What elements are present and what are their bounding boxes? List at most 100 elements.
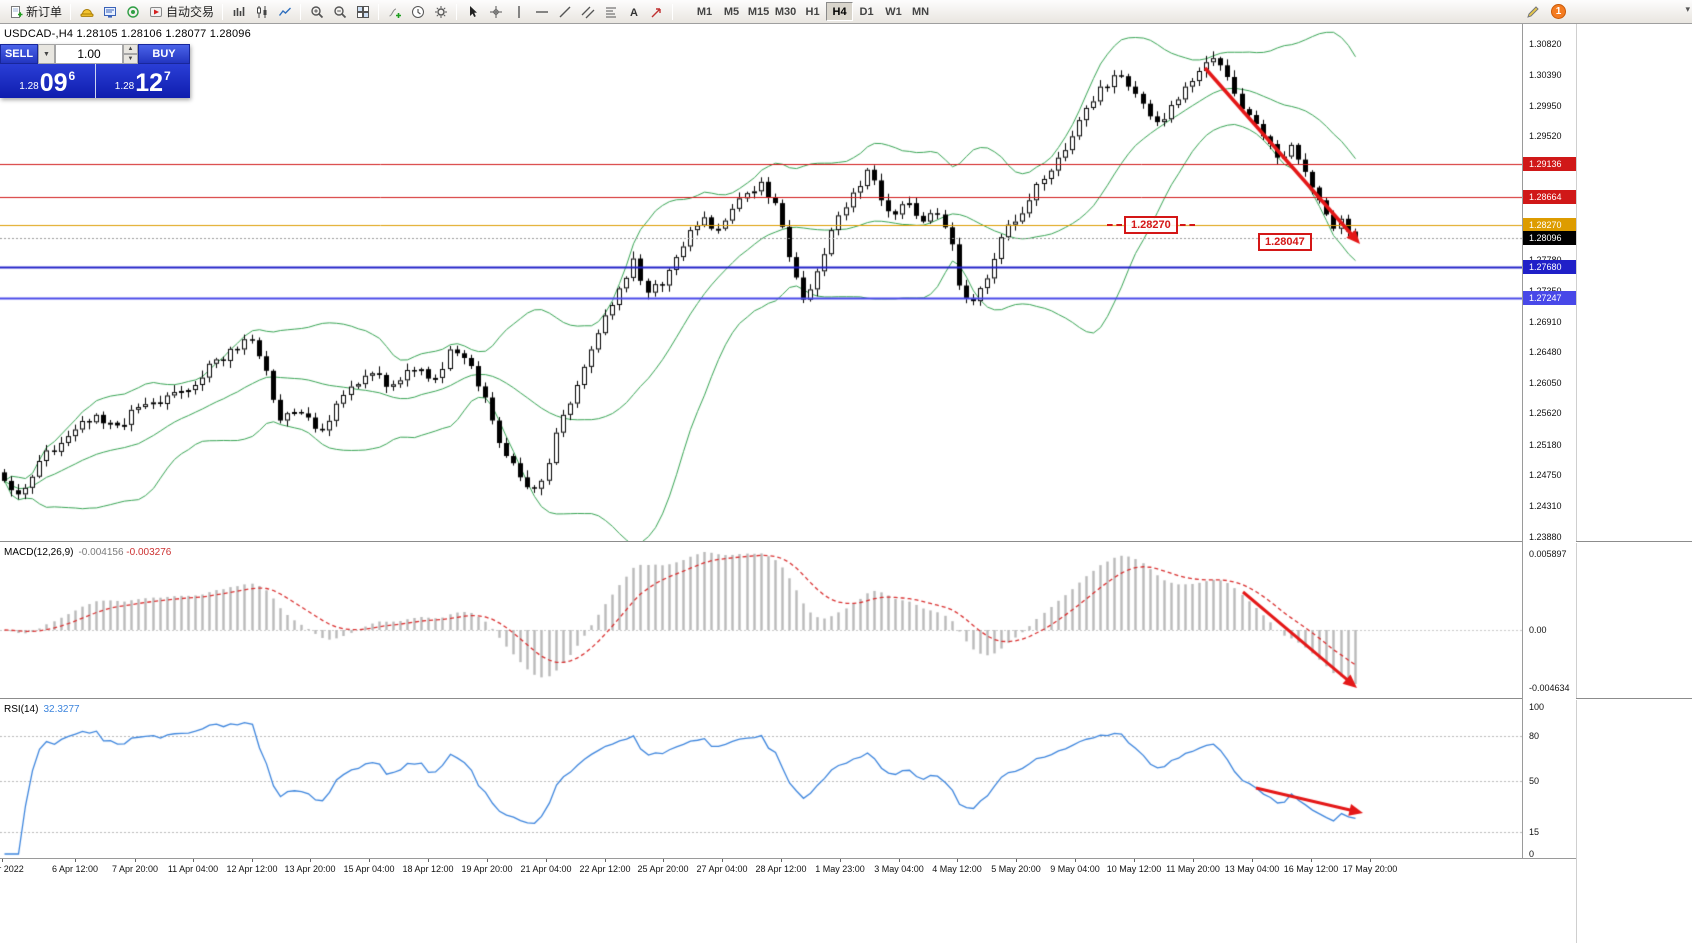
fibonacci-tool-button[interactable] [599, 2, 622, 22]
one-click-trading-panel: SELL ▼ 1.00 ▲ ▼ BUY 1.28 09 6 1.28 12 7 [0, 44, 190, 98]
panel-separator[interactable] [0, 698, 1692, 700]
time-axis-tick [252, 859, 253, 862]
level-price-label: 1.27247 [1523, 291, 1576, 305]
time-axis-label: 3 May 04:00 [874, 864, 924, 874]
timeframe-mn-button[interactable]: MN [907, 2, 934, 21]
bid-price[interactable]: 1.28 09 6 [0, 64, 95, 98]
time-axis-tick [193, 859, 194, 862]
channel-tool-button[interactable] [576, 2, 599, 22]
rsi-scale-label: 100 [1529, 702, 1545, 712]
time-axis-tick [135, 859, 136, 862]
rsi-label: RSI(14) 32.3277 [4, 704, 80, 715]
timeframe-m15-button[interactable]: M15 [745, 2, 772, 21]
time-axis-tick [722, 859, 723, 862]
horizontal-line-tool-button[interactable] [530, 2, 553, 22]
time-axis[interactable]: 5 Apr 2022 6 Apr 12:00 7 Apr 20:00 11 Apr 0… [0, 858, 1576, 878]
time-axis-label: 12 Apr 12:00 [226, 864, 278, 874]
time-axis-tick [1016, 859, 1017, 862]
notification-badge[interactable]: 1 [1551, 4, 1566, 19]
new-order-button[interactable]: 新订单 [4, 2, 66, 22]
price-callout[interactable]: 1.28047 [1258, 233, 1312, 251]
price-tick-label: 1.26480 [1529, 347, 1562, 357]
time-axis-tick [428, 859, 429, 862]
candlestick-chart-button[interactable] [250, 2, 273, 22]
time-axis-tick [1134, 859, 1135, 862]
toolbar-separator [456, 3, 458, 20]
edit-button[interactable] [1521, 2, 1544, 22]
periods-button[interactable] [406, 2, 429, 22]
chart-window: USDCAD-,H4 1.28105 1.28106 1.28077 1.280… [0, 24, 1692, 943]
time-axis-label: 6 Apr 12:00 [51, 864, 99, 874]
timeframe-m5-button[interactable]: M5 [718, 2, 745, 21]
rsi-indicator-canvas[interactable] [0, 700, 1522, 856]
macd-signal-value: -0.003276 [126, 547, 172, 558]
tile-windows-icon [355, 4, 370, 19]
ask-price[interactable]: 1.28 12 7 [95, 64, 190, 98]
sell-button[interactable]: SELL [0, 44, 38, 64]
current-price-label: 1.28096 [1523, 231, 1576, 245]
zoom-out-button[interactable] [328, 2, 351, 22]
timeframe-h4-button[interactable]: H4 [826, 2, 854, 21]
price-callout[interactable]: 1.28270 [1107, 216, 1195, 234]
timeframe-w1-button[interactable]: W1 [880, 2, 907, 21]
arrows-tool-button[interactable] [645, 2, 668, 22]
cursor-tool-button[interactable] [461, 2, 484, 22]
indicators-button[interactable] [383, 2, 406, 22]
macd-label: MACD(12,26,9) -0.004156 -0.003276 [4, 547, 171, 558]
time-axis-label: 27 Apr 04:00 [696, 864, 748, 874]
level-price-label: 1.29136 [1523, 157, 1576, 171]
data-window-button[interactable] [98, 2, 121, 22]
time-axis-tick [605, 859, 606, 862]
svg-text:A: A [630, 7, 638, 19]
timeframe-m1-button[interactable]: M1 [691, 2, 718, 21]
autotrading-label: 自动交易 [166, 5, 215, 19]
macd-scale-label: 0.005897 [1529, 549, 1567, 559]
level-price-label: 1.28270 [1523, 218, 1576, 232]
right-margin [1576, 24, 1692, 943]
price-tick-label: 1.25620 [1529, 408, 1562, 418]
clock-icon [410, 4, 425, 19]
autotrading-button[interactable]: 自动交易 [144, 2, 218, 22]
volume-stepper: ▲ ▼ [123, 44, 138, 64]
bar-chart-button[interactable] [227, 2, 250, 22]
rsi-scale-label: 0 [1529, 849, 1535, 859]
line-chart-button[interactable] [273, 2, 296, 22]
price-tick-label: 1.30390 [1529, 70, 1562, 80]
time-axis-label: 9 May 04:00 [1050, 864, 1100, 874]
time-axis-label: 10 May 12:00 [1106, 864, 1162, 874]
timeframe-d1-button[interactable]: D1 [853, 2, 880, 21]
tile-windows-button[interactable] [351, 2, 374, 22]
bid-big-digits: 09 [39, 69, 68, 97]
channel-icon [580, 4, 595, 19]
rsi-scale-label: 15 [1529, 827, 1540, 837]
vertical-line-tool-button[interactable] [507, 2, 530, 22]
time-axis-label: 18 Apr 12:00 [402, 864, 454, 874]
toolbar-separator [300, 3, 302, 20]
templates-button[interactable] [429, 2, 452, 22]
level-price-label: 1.28664 [1523, 190, 1576, 204]
time-axis-label: 25 Apr 20:00 [637, 864, 689, 874]
time-axis-label: 19 Apr 20:00 [461, 864, 513, 874]
price-tick-label: 1.24310 [1529, 501, 1562, 511]
time-axis-tick [1311, 859, 1312, 862]
macd-indicator-canvas[interactable] [0, 543, 1522, 698]
crosshair-tool-button[interactable] [484, 2, 507, 22]
volume-input[interactable]: 1.00 [55, 44, 123, 64]
crosshair-icon [488, 4, 503, 19]
main-chart-canvas[interactable] [0, 24, 1522, 541]
bid-pipette: 6 [68, 69, 76, 83]
volume-up-button[interactable]: ▲ [123, 44, 138, 54]
order-type-dropdown[interactable]: ▼ [38, 44, 55, 64]
text-tool-button[interactable]: A [622, 2, 645, 22]
timeframe-m30-button[interactable]: M30 [772, 2, 799, 21]
ask-main: 1.28 [114, 81, 135, 92]
volume-down-button[interactable]: ▼ [123, 54, 138, 64]
trendline-tool-button[interactable] [553, 2, 576, 22]
panel-separator[interactable] [0, 541, 1692, 543]
metaeditor-button[interactable] [75, 2, 98, 22]
strategy-tester-button[interactable] [121, 2, 144, 22]
toolbar-overflow-button[interactable]: ▾ [1685, 4, 1690, 14]
price-axis[interactable]: 1.308201.303901.299501.295201.290901.286… [1522, 24, 1576, 859]
timeframe-h1-button[interactable]: H1 [799, 2, 826, 21]
buy-button[interactable]: BUY [138, 44, 190, 64]
